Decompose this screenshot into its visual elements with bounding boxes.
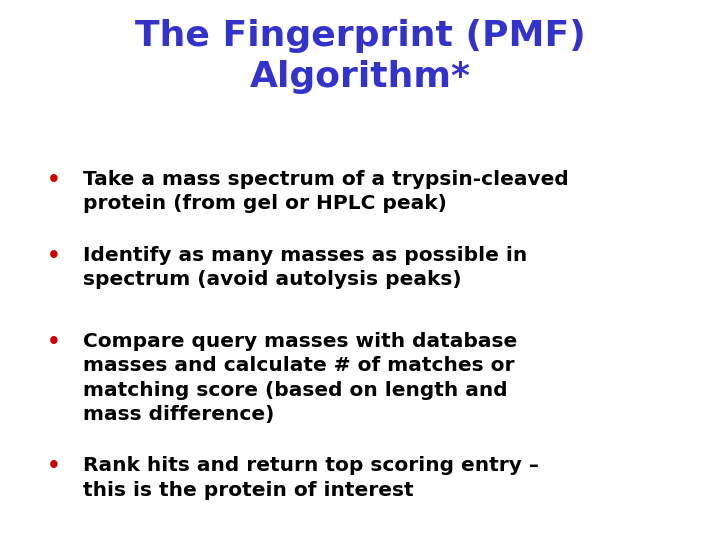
Text: Identify as many masses as possible in
spectrum (avoid autolysis peaks): Identify as many masses as possible in s… xyxy=(83,246,527,289)
Text: •: • xyxy=(47,246,61,266)
Text: Take a mass spectrum of a trypsin-cleaved
protein (from gel or HPLC peak): Take a mass spectrum of a trypsin-cleave… xyxy=(83,170,569,213)
Text: •: • xyxy=(47,456,61,476)
Text: •: • xyxy=(47,332,61,352)
Text: Compare query masses with database
masses and calculate # of matches or
matching: Compare query masses with database masse… xyxy=(83,332,517,424)
Text: The Fingerprint (PMF)
Algorithm*: The Fingerprint (PMF) Algorithm* xyxy=(135,19,585,93)
Text: Rank hits and return top scoring entry –
this is the protein of interest: Rank hits and return top scoring entry –… xyxy=(83,456,539,500)
Text: •: • xyxy=(47,170,61,190)
